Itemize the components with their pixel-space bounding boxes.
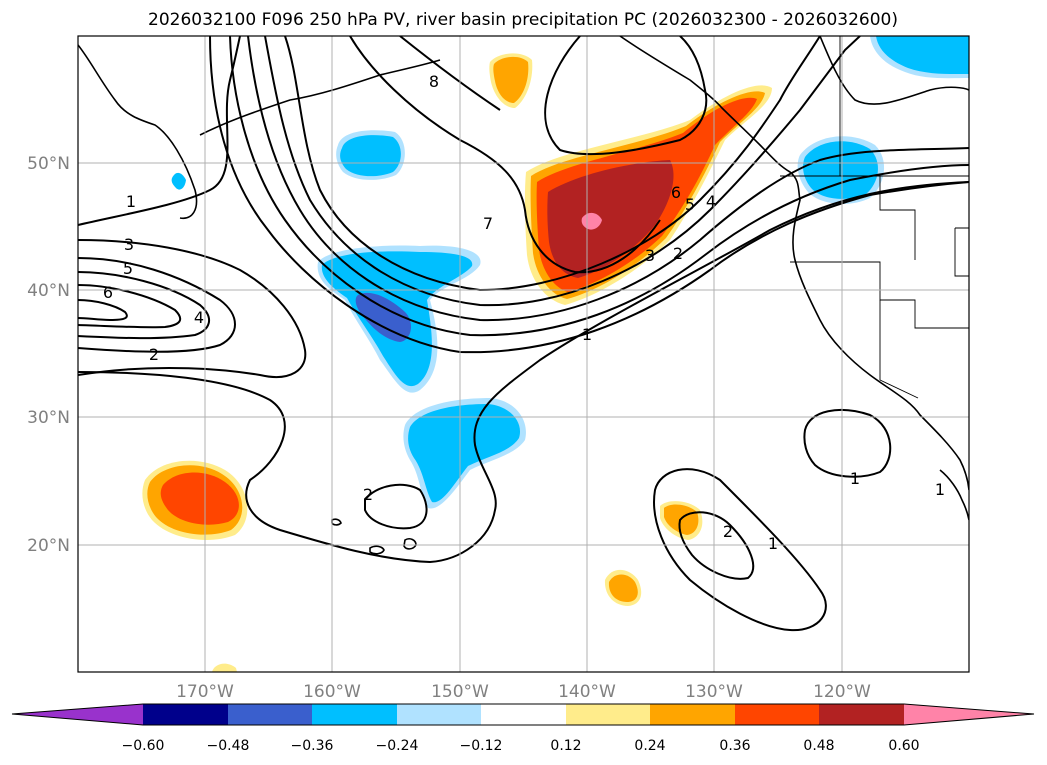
lon-label-150w: 150°W [431, 682, 489, 702]
contour-label: 1 [850, 469, 860, 488]
colorbar-extend-left [12, 704, 143, 725]
colorbar-tick-label: −0.60 [122, 738, 165, 754]
colorbar-outline [11, 703, 1035, 726]
lon-label-160w: 160°W [303, 682, 361, 702]
contour-label: 5 [123, 259, 133, 278]
lon-label-170w: 170°W [176, 682, 234, 702]
map-frame [77, 35, 970, 673]
contour-label: 1 [126, 192, 136, 211]
contour-label: 3 [124, 235, 134, 254]
colorbar-tick-label: 0.48 [803, 738, 834, 754]
latitude-labels: 50°N 40°N 30°N 20°N [27, 154, 70, 556]
lon-label-120w: 120°W [813, 682, 871, 702]
contour-label: 3 [645, 246, 655, 265]
pv-contours [78, 36, 969, 632]
colorbar: −0.60 −0.48 −0.36 −0.24 −0.12 0.12 0.24 … [11, 703, 1035, 754]
contour-label: 2 [363, 485, 373, 504]
contour-label: 2 [723, 522, 733, 541]
colorbar-tick-label: −0.48 [207, 738, 250, 754]
colorbar-ticks: −0.60 −0.48 −0.36 −0.24 −0.12 0.12 0.24 … [122, 738, 920, 754]
lon-label-130w: 130°W [685, 682, 743, 702]
contour-label: 1 [935, 480, 945, 499]
contour-label: 4 [194, 308, 204, 327]
colorbar-tick-label: −0.24 [376, 738, 419, 754]
colorbar-tick-label: −0.12 [460, 738, 503, 754]
contour-label: 4 [706, 192, 716, 211]
colorbar-extend-right [904, 704, 1034, 725]
lon-label-140w: 140°W [558, 682, 616, 702]
colorbar-bin [735, 704, 819, 725]
map-panel: 1 3 5 6 4 2 7 8 1 6 5 4 3 2 1 2 1 2 1 [77, 35, 970, 673]
contour-label: 6 [103, 283, 113, 302]
lat-label-50n: 50°N [27, 154, 70, 174]
lat-label-30n: 30°N [27, 408, 70, 428]
contour-label: 2 [673, 244, 683, 263]
colorbar-bin [397, 704, 481, 725]
colorbar-tick-label: 0.24 [634, 738, 665, 754]
contour-label: 8 [429, 72, 439, 91]
gridlines [78, 36, 969, 672]
colorbar-tick-label: −0.36 [291, 738, 334, 754]
contour-labels: 1 3 5 6 4 2 7 8 1 6 5 4 3 2 1 2 1 2 1 [103, 72, 945, 553]
colorbar-tick-label: 0.60 [888, 738, 919, 754]
longitude-labels: 170°W 160°W 150°W 140°W 130°W 120°W [176, 682, 871, 702]
contour-label: 2 [149, 345, 159, 364]
colorbar-bin [481, 704, 566, 725]
colorbar-bin [228, 704, 312, 725]
lat-label-20n: 20°N [27, 536, 70, 556]
colorbar-tick-label: 0.12 [550, 738, 581, 754]
map-background [78, 36, 969, 672]
colorbar-bin [566, 704, 650, 725]
colorbar-bin [819, 704, 904, 725]
figure-title: 2026032100 F096 250 hPa PV, river basin … [148, 10, 898, 30]
coastlines [78, 36, 969, 555]
contour-label: 1 [768, 534, 778, 553]
contour-label: 5 [685, 195, 695, 214]
contour-label: 7 [483, 214, 493, 233]
colorbar-bin [312, 704, 397, 725]
contour-label: 6 [671, 183, 681, 202]
contour-label: 1 [582, 325, 592, 344]
lat-label-40n: 40°N [27, 281, 70, 301]
colorbar-bin [143, 704, 228, 725]
colorbar-bin [650, 704, 735, 725]
colorbar-tick-label: 0.36 [719, 738, 750, 754]
